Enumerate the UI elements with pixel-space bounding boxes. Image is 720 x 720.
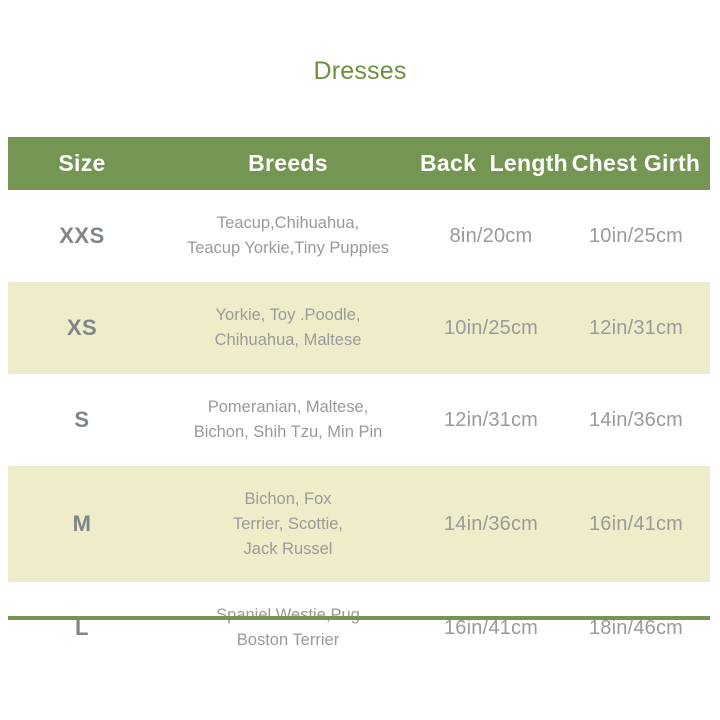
- page-title: Dresses: [313, 57, 407, 85]
- table-body: XXS Teacup,Chihuahua, Teacup Yorkie,Tiny…: [8, 190, 710, 674]
- cell-size: M: [8, 466, 156, 582]
- cell-chest-girth: 18in/46cm: [562, 582, 710, 674]
- column-header-breeds: Breeds: [156, 137, 420, 190]
- cell-back-length: 12in/31cm: [420, 374, 562, 466]
- cell-size: L: [8, 582, 156, 674]
- table-header: Size Breeds Back Length Chest Girth: [8, 137, 710, 190]
- breeds-line: Terrier, Scottie,: [232, 514, 344, 533]
- breeds-line: Bichon, Shih Tzu, Min Pin: [193, 423, 383, 441]
- table-row: XS Yorkie, Toy .Poodle, Chihuahua, Malte…: [8, 282, 710, 374]
- cell-breeds: Teacup,Chihuahua, Teacup Yorkie,Tiny Pup…: [156, 190, 420, 282]
- breeds-line: Bichon, Fox: [244, 489, 332, 508]
- breeds-line: Pomeranian, Maltese,: [207, 398, 369, 416]
- cell-breeds: Pomeranian, Maltese, Bichon, Shih Tzu, M…: [156, 374, 420, 466]
- cell-size: XS: [8, 282, 156, 374]
- table-bottom-rule: [8, 616, 710, 620]
- cell-back-length: 16in/41cm: [420, 582, 562, 674]
- column-header-chest-girth: Chest Girth: [562, 137, 710, 190]
- cell-breeds: Bichon, Fox Terrier, Scottie, Jack Russe…: [156, 466, 420, 582]
- cell-back-length: 10in/25cm: [420, 282, 562, 374]
- table-row: L Spaniel Westie,Pug Boston Terrier 16in…: [8, 582, 710, 674]
- table-row: XXS Teacup,Chihuahua, Teacup Yorkie,Tiny…: [8, 190, 710, 282]
- cell-size: S: [8, 374, 156, 466]
- cell-chest-girth: 10in/25cm: [562, 190, 710, 282]
- cell-chest-girth: 16in/41cm: [562, 466, 710, 582]
- size-chart-table: Size Breeds Back Length Chest Girth XXS …: [8, 137, 710, 674]
- column-header-size: Size: [8, 137, 156, 190]
- cell-back-length: 8in/20cm: [420, 190, 562, 282]
- cell-chest-girth: 12in/31cm: [562, 282, 710, 374]
- breeds-line: Yorkie, Toy .Poodle,: [215, 306, 361, 324]
- breeds-line: Teacup Yorkie,Tiny Puppies: [186, 239, 390, 257]
- cell-chest-girth: 14in/36cm: [562, 374, 710, 466]
- breeds-line: Boston Terrier: [236, 631, 340, 649]
- cell-breeds: Spaniel Westie,Pug Boston Terrier: [156, 582, 420, 674]
- column-header-back-length: Back Length: [420, 137, 568, 190]
- table-row: M Bichon, Fox Terrier, Scottie, Jack Rus…: [8, 466, 710, 582]
- cell-breeds: Yorkie, Toy .Poodle, Chihuahua, Maltese: [156, 282, 420, 374]
- cell-size: XXS: [8, 190, 156, 282]
- breeds-line: Chihuahua, Maltese: [214, 331, 362, 349]
- table-header-row: Size Breeds Back Length Chest Girth: [8, 137, 710, 190]
- breeds-line: Teacup,Chihuahua,: [216, 214, 360, 232]
- breeds-line: Jack Russel: [243, 539, 333, 558]
- table-row: S Pomeranian, Maltese, Bichon, Shih Tzu,…: [8, 374, 710, 466]
- cell-back-length: 14in/36cm: [420, 466, 562, 582]
